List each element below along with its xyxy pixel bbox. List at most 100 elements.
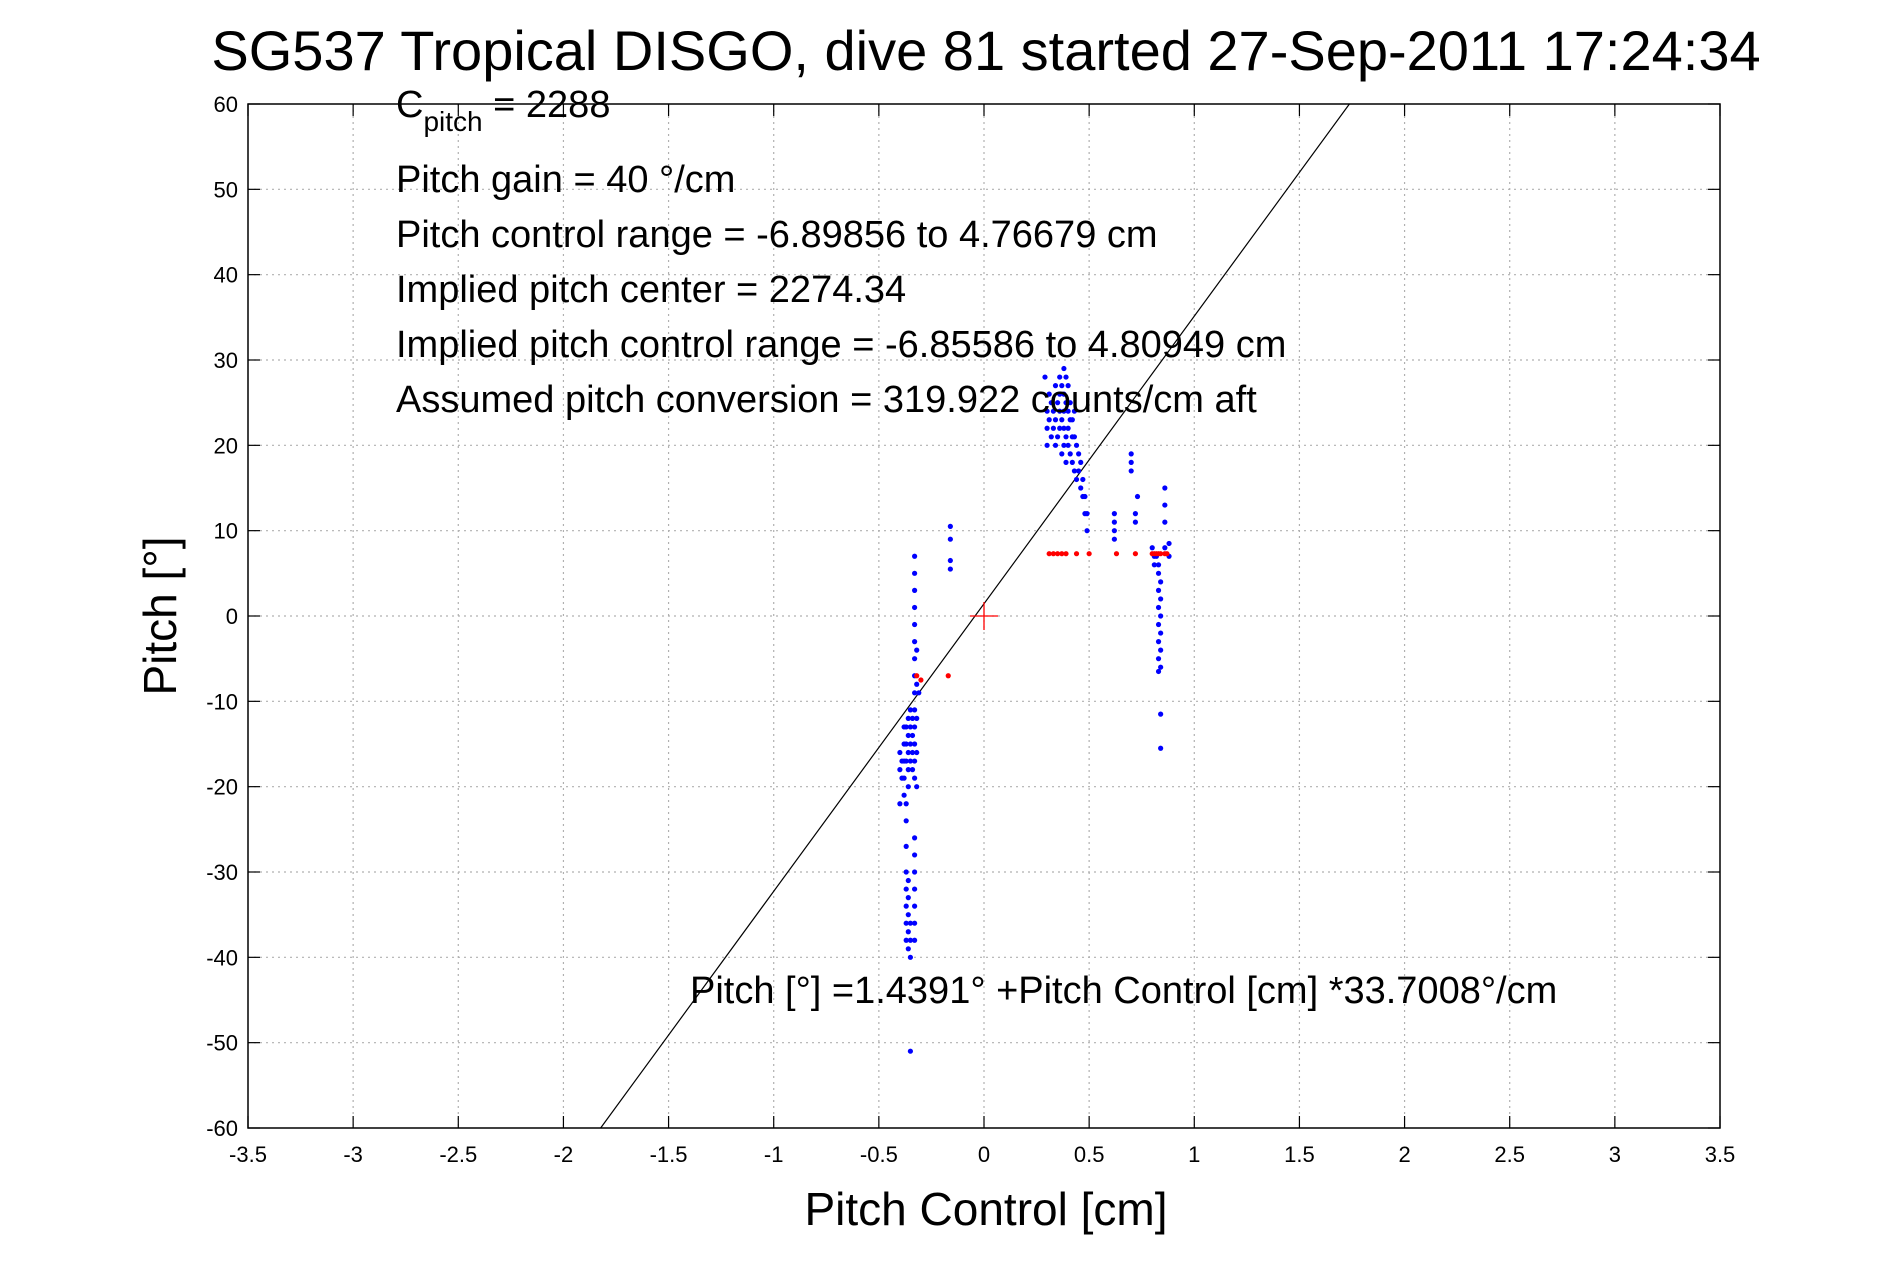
data-point xyxy=(1059,551,1065,557)
data-point xyxy=(914,681,920,687)
data-point xyxy=(1158,579,1164,585)
data-point xyxy=(1050,551,1056,557)
data-point xyxy=(1155,621,1162,628)
x-tick-label: -2 xyxy=(554,1142,574,1167)
x-tick-label: 0 xyxy=(978,1142,990,1167)
data-point xyxy=(914,673,920,679)
data-point xyxy=(914,647,920,653)
data-point xyxy=(912,724,918,730)
data-point xyxy=(912,587,918,594)
data-point xyxy=(912,775,918,781)
data-point xyxy=(901,792,907,798)
data-point xyxy=(897,767,903,773)
data-point xyxy=(912,570,918,576)
data-point xyxy=(907,724,914,730)
data-point xyxy=(899,758,905,764)
data-point xyxy=(1071,408,1078,414)
data-point xyxy=(1078,485,1084,491)
y-tick-label: -50 xyxy=(206,1031,238,1056)
data-point xyxy=(905,732,911,739)
data-point xyxy=(947,523,953,530)
y-tick-label: 40 xyxy=(214,263,238,288)
data-point xyxy=(905,877,911,884)
data-point xyxy=(1164,551,1170,557)
y-tick-label: 60 xyxy=(214,92,238,117)
data-point xyxy=(914,784,920,790)
data-point xyxy=(1158,647,1164,653)
x-tick-label: 2.5 xyxy=(1494,1142,1525,1167)
data-point xyxy=(912,758,918,764)
data-point xyxy=(1050,408,1056,414)
data-point xyxy=(912,656,918,662)
y-axis-label: Pitch [°] xyxy=(134,536,186,695)
data-point xyxy=(1061,425,1067,431)
data-point xyxy=(1128,468,1134,474)
annotation-implied-pitch-center: Implied pitch center = 2274.34 xyxy=(396,269,906,311)
data-point xyxy=(1162,545,1168,551)
data-point xyxy=(905,784,911,790)
data-point xyxy=(909,749,916,756)
data-point xyxy=(905,715,911,722)
data-point xyxy=(1055,400,1061,406)
data-point xyxy=(1048,400,1054,406)
annotation-implied-control-range: Implied pitch control range = -6.85586 t… xyxy=(396,324,1286,366)
data-point xyxy=(1059,451,1065,457)
data-point xyxy=(912,920,918,926)
data-point xyxy=(909,715,916,722)
data-point xyxy=(1155,656,1162,662)
data-point xyxy=(1132,510,1139,517)
data-point xyxy=(903,843,909,850)
data-point xyxy=(901,741,907,747)
data-point xyxy=(1046,391,1052,397)
data-point xyxy=(1076,451,1082,457)
data-point xyxy=(1061,391,1067,397)
data-point xyxy=(912,869,918,875)
data-point xyxy=(1073,442,1080,448)
data-point xyxy=(945,673,951,679)
data-point xyxy=(1162,485,1168,491)
data-point xyxy=(1158,551,1164,557)
y-tick-label: -20 xyxy=(206,775,238,800)
x-tick-label: -3.5 xyxy=(229,1142,267,1167)
data-point xyxy=(1162,502,1168,508)
data-point xyxy=(1158,711,1164,717)
data-point xyxy=(912,553,918,559)
x-axis-label: Pitch Control [cm] xyxy=(805,1183,1168,1235)
data-point xyxy=(912,903,918,909)
data-point xyxy=(907,707,914,713)
data-point xyxy=(1076,468,1082,474)
data-point xyxy=(903,869,909,875)
data-point xyxy=(1155,604,1162,611)
annotation-pitch-gain: Pitch gain = 40 °/cm xyxy=(396,159,735,201)
data-point xyxy=(916,690,922,696)
data-point xyxy=(897,801,903,807)
data-point xyxy=(1044,442,1050,448)
data-point xyxy=(1111,510,1117,517)
data-point xyxy=(912,639,918,645)
data-points xyxy=(897,365,1172,1054)
data-point xyxy=(1155,562,1162,568)
data-point xyxy=(1149,545,1155,551)
data-point xyxy=(1069,417,1075,423)
data-point xyxy=(1111,536,1117,542)
data-point xyxy=(918,677,924,683)
data-point xyxy=(1046,551,1052,557)
x-tick-label: 3 xyxy=(1609,1142,1621,1167)
axis-ticks: -3.5 -3 -2.5 -2 -1.5 -1 -0.5 0 0.5 1 1.5 2 2.5 3 3.5 -6… xyxy=(206,92,1735,1167)
data-point xyxy=(905,912,911,918)
data-point xyxy=(1166,540,1172,547)
data-point xyxy=(901,724,907,730)
data-point xyxy=(1055,551,1061,557)
annotation-block: Cpitch = 2288 Pitch gain = 40 °/cm Pitch… xyxy=(396,84,1557,1012)
data-point xyxy=(1065,408,1071,414)
center-marker-group xyxy=(970,602,998,630)
data-point xyxy=(1044,408,1050,414)
data-point xyxy=(1162,519,1168,525)
c-pitch-main: C xyxy=(396,84,423,126)
data-point xyxy=(1057,391,1063,397)
y-tick-label: 10 xyxy=(214,519,238,544)
data-point xyxy=(912,835,918,841)
y-tick-label: 50 xyxy=(214,177,238,202)
data-point xyxy=(1052,383,1059,389)
